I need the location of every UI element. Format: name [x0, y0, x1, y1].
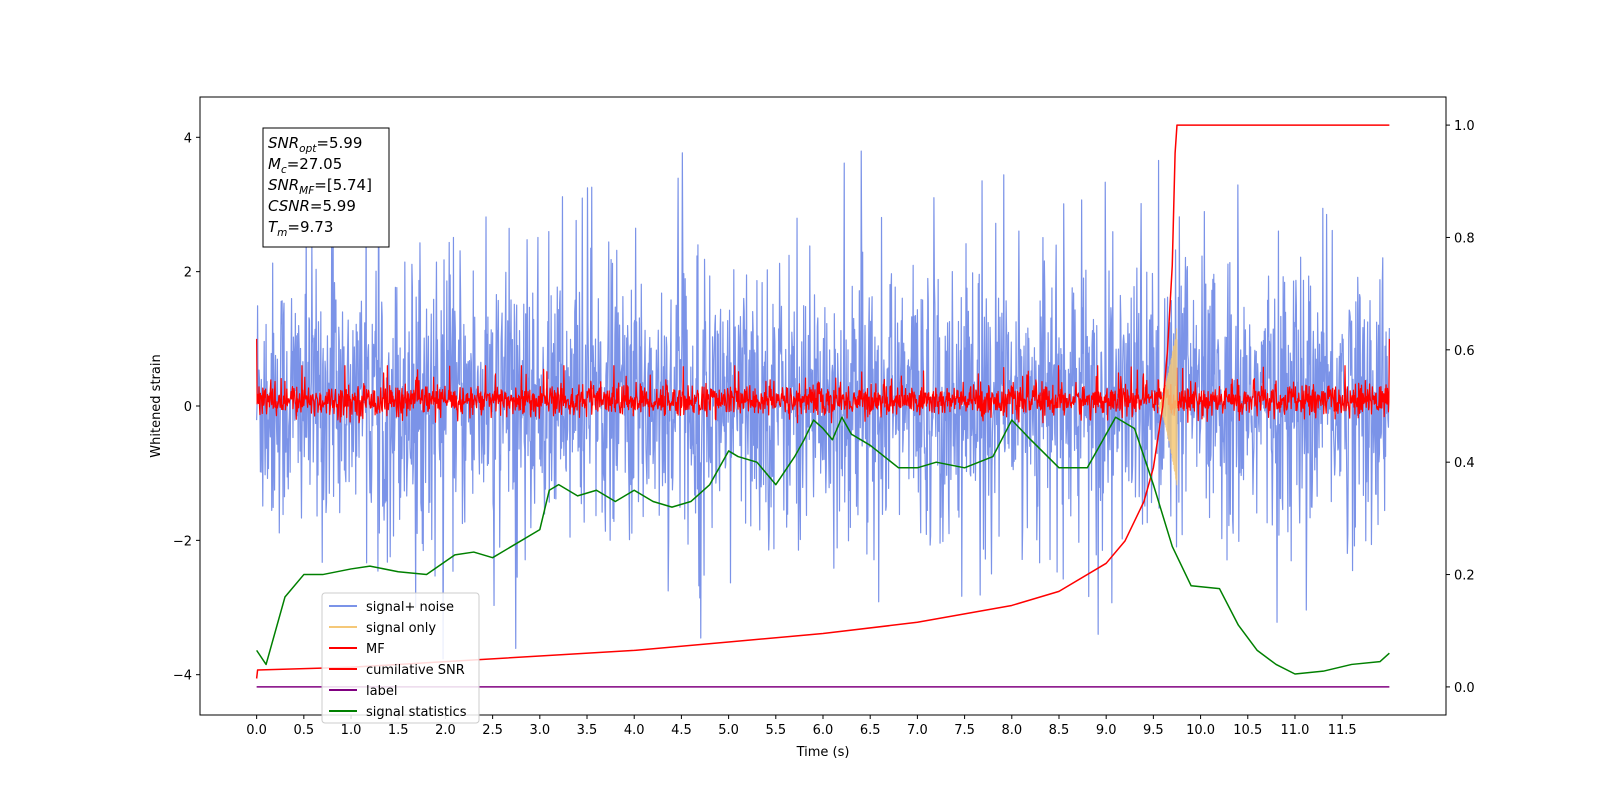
legend-label: MF	[366, 642, 385, 657]
series-cumilative-snr-line	[255, 124, 1390, 679]
info-line: Mc=27.05	[268, 155, 342, 176]
y-right-tick-label: 1.0	[1454, 119, 1475, 134]
info-box: SNRopt=5.99Mc=27.05SNRMF=[5.74]CSNR=5.99…	[262, 127, 390, 248]
x-tick-label: 5.5	[765, 723, 786, 738]
y-left-tick-label: −2	[173, 534, 192, 549]
x-tick-label: 1.0	[341, 723, 362, 738]
x-tick-label: 4.5	[671, 723, 692, 738]
series-mf-line	[256, 338, 1390, 424]
x-tick-label: 10.0	[1186, 723, 1215, 738]
x-tick-label: 3.5	[577, 723, 598, 738]
x-tick-label: 2.5	[482, 723, 503, 738]
x-axis-label: Time (s)	[796, 745, 850, 760]
x-tick-label: 6.0	[813, 723, 834, 738]
x-axis-ticks: 0.0 0.5 1.0 1.5 2.0 2.5 3.0 3.5 4.0 4.5 5.0 5.5 6.0 6…	[246, 715, 1357, 738]
legend-label: signal statistics	[366, 705, 467, 720]
x-tick-label: 9.5	[1143, 723, 1164, 738]
x-tick-label: 1.5	[388, 723, 409, 738]
y-right-tick-label: 0.8	[1454, 231, 1475, 246]
y-right-tick-label: 0.0	[1454, 681, 1475, 696]
legend-label: signal only	[366, 621, 436, 636]
series-signal-noise-line	[256, 150, 1390, 660]
y-axis-label: Whitened strain	[149, 354, 164, 457]
x-tick-label: 11.0	[1280, 723, 1309, 738]
x-tick-label: 11.5	[1328, 723, 1357, 738]
y-right-tick-label: 0.6	[1454, 344, 1475, 359]
x-tick-label: 8.0	[1001, 723, 1022, 738]
y-left-tick-label: 4	[184, 131, 192, 146]
x-tick-label: 4.0	[624, 723, 645, 738]
x-tick-label: 10.5	[1233, 723, 1262, 738]
info-line: SNRopt=5.99	[268, 134, 362, 155]
legend: signal+ noise signal only MF cumilative SNR…	[321, 592, 480, 724]
x-tick-label: 5.0	[718, 723, 739, 738]
x-tick-label: 0.5	[293, 723, 314, 738]
x-tick-label: 9.0	[1096, 723, 1117, 738]
y-right-tick-label: 0.4	[1454, 456, 1475, 471]
x-tick-label: 6.5	[860, 723, 881, 738]
x-tick-label: 2.0	[435, 723, 456, 738]
legend-label: label	[366, 684, 397, 699]
info-line: CSNR=5.99	[268, 197, 356, 215]
x-tick-label: 7.5	[954, 723, 975, 738]
x-tick-label: 8.5	[1049, 723, 1070, 738]
y-right-tick-label: 0.2	[1454, 569, 1475, 584]
y-left-tick-label: 2	[184, 266, 192, 281]
y-left-tick-label: −4	[173, 669, 192, 684]
info-line: Tm=9.73	[268, 218, 333, 239]
series-signal-only-line	[1157, 328, 1178, 486]
y-left-tick-label: 0	[184, 400, 192, 415]
left-y-axis-ticks: −4 −2 0 2 4	[173, 131, 200, 684]
x-tick-label: 7.0	[907, 723, 928, 738]
x-tick-label: 3.0	[529, 723, 550, 738]
info-line: SNRMF=[5.74]	[268, 176, 372, 197]
right-y-axis-ticks: 0.0 0.2 0.4 0.6 0.8 1.0	[1446, 119, 1475, 696]
legend-label: signal+ noise	[366, 600, 454, 615]
x-tick-label: 0.0	[246, 723, 267, 738]
legend-label: cumilative SNR	[366, 663, 465, 678]
series-signal-statistics-line	[256, 416, 1390, 675]
